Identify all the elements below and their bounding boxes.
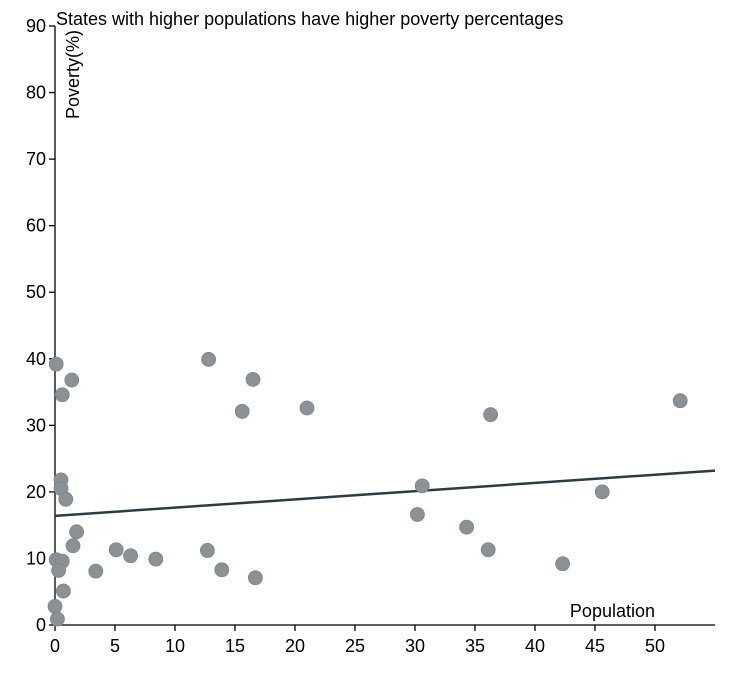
y-axis: 0 10 20 30 40 50 60 70 80 90	[26, 16, 56, 635]
y-tick-label: 60	[26, 216, 46, 236]
data-point	[148, 551, 164, 567]
x-tick-label: 5	[110, 636, 120, 656]
trendline	[54, 469, 716, 518]
data-point	[483, 407, 499, 423]
points-layer	[47, 352, 688, 627]
y-axis-label: Poverty(%)	[63, 30, 83, 119]
data-point	[56, 583, 71, 599]
data-point	[69, 524, 84, 540]
x-tick-label: 30	[405, 636, 425, 656]
x-tick-label: 20	[285, 636, 305, 656]
y-tick-label: 0	[36, 615, 46, 635]
x-tick-label: 50	[645, 636, 665, 656]
data-point	[108, 542, 124, 558]
data-point	[58, 491, 74, 507]
data-point	[123, 548, 139, 564]
y-tick-label: 50	[26, 282, 46, 302]
trendline-layer	[54, 469, 716, 518]
data-point	[199, 543, 215, 558]
data-point	[214, 562, 230, 578]
chart-title: States with higher populations have high…	[56, 9, 563, 29]
x-axis: 0 5 10 15 20 25 30 35 40 45 50	[50, 624, 715, 656]
x-tick-label: 10	[165, 636, 185, 656]
x-tick-label: 45	[585, 636, 605, 656]
data-point	[65, 538, 81, 554]
data-point	[555, 556, 570, 572]
y-tick-label: 30	[26, 415, 46, 435]
data-point	[459, 519, 475, 535]
x-tick-label: 25	[345, 636, 365, 656]
data-point	[409, 507, 425, 522]
data-point	[480, 542, 496, 558]
x-tick-label: 0	[50, 636, 60, 656]
data-point	[234, 403, 250, 419]
data-point	[672, 393, 688, 409]
x-tick-label: 35	[465, 636, 485, 656]
data-point	[414, 478, 430, 494]
y-tick-label: 80	[26, 83, 46, 103]
x-axis-label: Population	[570, 601, 655, 621]
x-tick-label: 15	[225, 636, 245, 656]
data-point	[201, 352, 217, 367]
y-tick-label: 40	[26, 349, 46, 369]
data-point	[88, 563, 104, 579]
data-point	[48, 356, 64, 372]
data-point	[47, 598, 63, 614]
data-point	[51, 563, 66, 578]
x-tick-label: 40	[525, 636, 545, 656]
data-point	[299, 400, 315, 416]
data-point	[245, 372, 261, 387]
data-point	[54, 387, 70, 403]
data-point	[64, 372, 80, 388]
y-tick-label: 20	[26, 482, 46, 502]
y-tick-label: 10	[26, 548, 46, 568]
y-tick-label: 70	[26, 149, 46, 169]
data-point	[50, 611, 65, 627]
y-tick-label: 90	[26, 16, 46, 36]
data-point	[247, 570, 263, 586]
data-point	[594, 484, 610, 500]
